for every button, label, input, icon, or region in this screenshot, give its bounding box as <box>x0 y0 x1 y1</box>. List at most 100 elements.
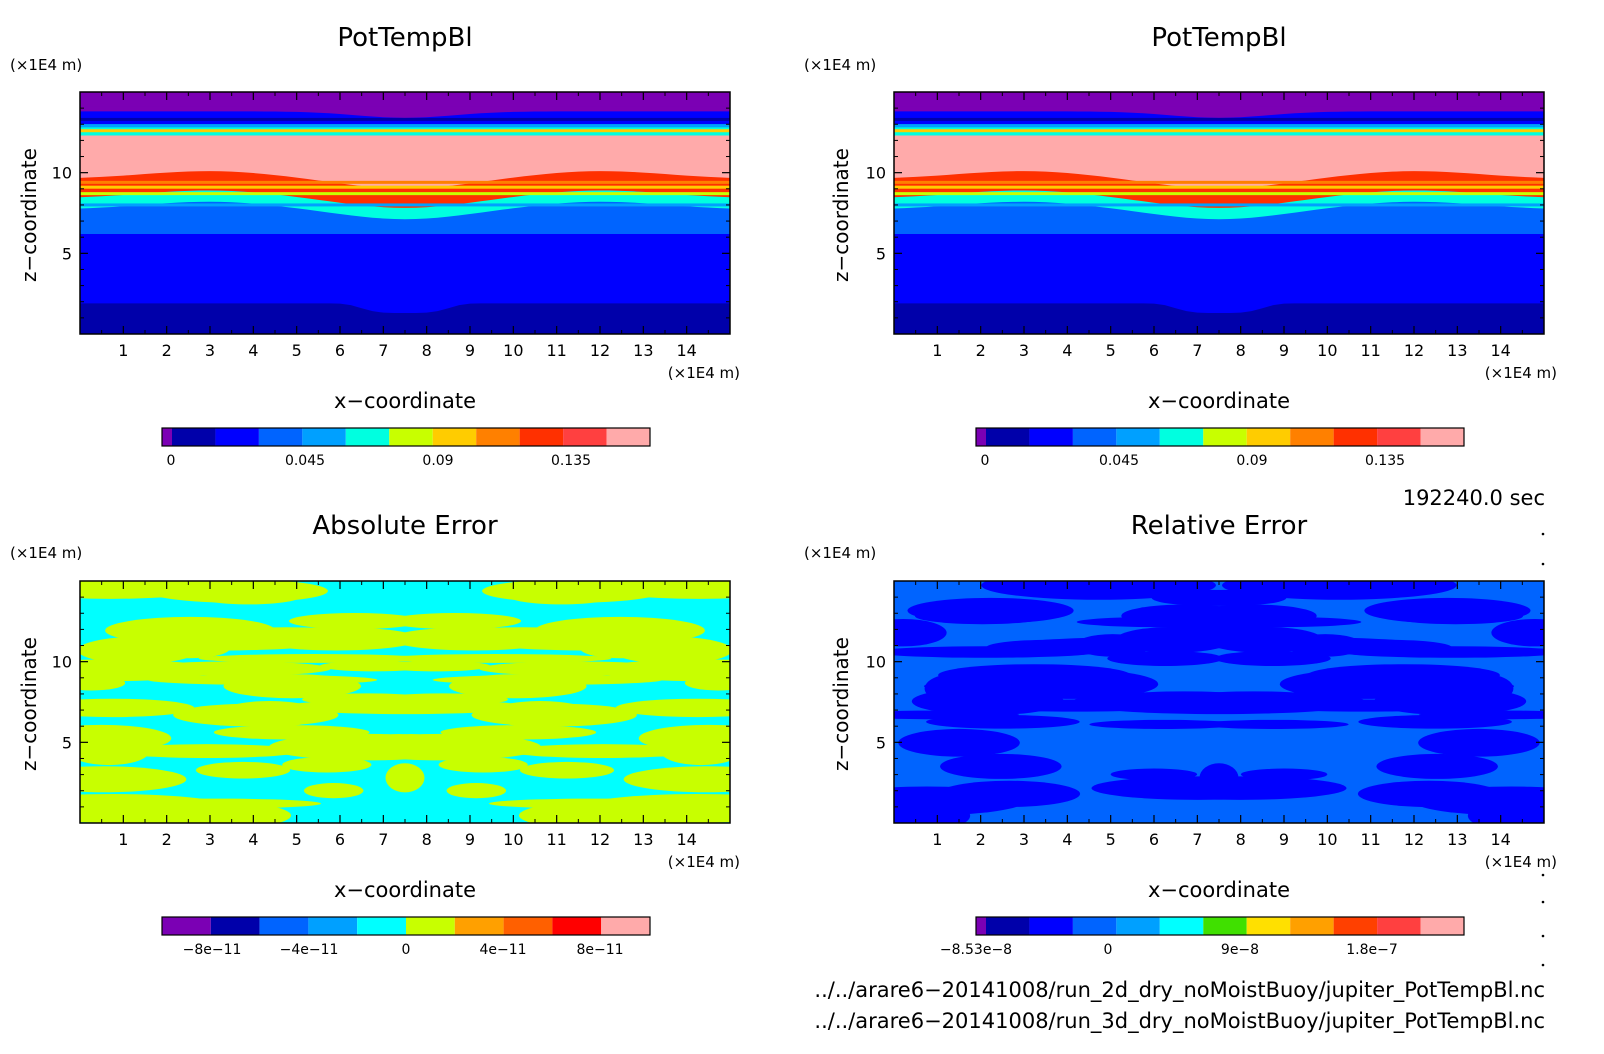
colorbar-frame <box>975 427 1465 447</box>
contour-band <box>894 117 1544 121</box>
contour-blob <box>446 783 507 799</box>
colorbar-labels: 0 0.045 0.09 0.135 <box>167 453 592 469</box>
x-tick-label: 13 <box>633 830 653 849</box>
contour-blob <box>660 736 730 766</box>
contour-blob <box>213 725 370 740</box>
margin-dots <box>1541 532 1545 967</box>
colorbar-swatch <box>1420 917 1464 935</box>
colorbar <box>975 427 1465 447</box>
contour-blob <box>149 638 230 659</box>
contour-blob <box>382 654 612 663</box>
contour-band <box>80 124 730 128</box>
contour-layer <box>80 92 730 334</box>
contour-blob <box>80 766 187 793</box>
x-tick-label: 3 <box>205 341 215 360</box>
contour-band <box>80 106 730 110</box>
x-tick-label: 6 <box>1149 830 1159 849</box>
panel-title: PotTempBl <box>337 23 472 53</box>
colorbar-tick-label: 0.045 <box>285 453 325 469</box>
contour-blob <box>1328 679 1515 694</box>
contour-blob <box>580 638 661 659</box>
colorbar-tick-label: 0.09 <box>422 453 453 469</box>
colorbar-frame <box>975 916 1465 936</box>
colorbar-swatch <box>1203 917 1247 935</box>
x-tick-label: 5 <box>292 830 302 849</box>
contour-blob <box>198 654 428 663</box>
y-tick-label: 10 <box>866 164 886 183</box>
colorbar-tick-label: 8e−11 <box>576 942 623 958</box>
y-tick-label: 10 <box>866 653 886 672</box>
contour-blob <box>1340 646 1544 658</box>
contour-blob <box>508 744 698 758</box>
colorbar-tick-label: 9e−8 <box>1221 942 1259 958</box>
colorbar-swatch <box>210 917 260 935</box>
y-axis-label: z−coordinate <box>829 637 853 771</box>
contour-blob <box>1222 581 1457 600</box>
contour-blob <box>390 627 558 651</box>
colorbar-swatch <box>606 428 650 446</box>
colorbar-tick-label: 0 <box>167 453 176 469</box>
contour-blob <box>894 618 947 647</box>
x-tick-label: 2 <box>976 830 986 849</box>
x-tick-label: 1 <box>932 830 942 849</box>
colorbar-swatch <box>1072 917 1117 935</box>
contour-layer <box>80 581 730 823</box>
colorbar-swatch <box>1333 428 1378 446</box>
contour-band <box>80 180 730 184</box>
colorbar-tick-label: 4e−11 <box>479 942 526 958</box>
y-unit-label: (×1E4 m) <box>10 56 82 74</box>
colorbar-tick-label: 0 <box>1104 942 1113 958</box>
colorbar-frame <box>161 427 651 447</box>
colorbar-swatch <box>476 428 520 446</box>
y-tick-label: 5 <box>62 733 72 752</box>
colorbar-swatch <box>1159 917 1204 935</box>
colorbar-swatch <box>1116 917 1160 935</box>
contour-band <box>80 192 730 196</box>
x-unit-label: (×1E4 m) <box>668 364 740 382</box>
colorbar-tick-label: −8.53e−8 <box>940 942 1012 958</box>
colorbar-swatch <box>552 917 602 935</box>
contour-blob <box>1089 719 1239 730</box>
panel-title: PotTempBl <box>1151 23 1286 53</box>
colorbar-swatch <box>1290 917 1334 935</box>
x-tick-label: 11 <box>1360 830 1380 849</box>
x-tick-label: 4 <box>248 341 258 360</box>
x-tick-label: 9 <box>1279 830 1289 849</box>
colorbar-swatch <box>1159 428 1204 446</box>
colorbar-tick-label: 0.045 <box>1099 453 1139 469</box>
contour-blob <box>378 734 444 760</box>
contour-blob <box>282 757 372 773</box>
y-axis-label: z−coordinate <box>829 148 853 282</box>
contour-blob <box>519 761 615 779</box>
colorbar-swatch <box>259 917 309 935</box>
contour-blob <box>1412 786 1544 816</box>
colorbar-swatch <box>215 428 259 446</box>
contour-blob <box>594 659 730 682</box>
colorbar <box>975 916 1465 936</box>
x-tick-label: 13 <box>633 341 653 360</box>
x-tick-label: 7 <box>1192 830 1202 849</box>
colorbar-swatch <box>986 428 1030 446</box>
contour-blob <box>1133 776 1347 800</box>
x-tick-label: 4 <box>248 830 258 849</box>
contour-blob <box>1491 618 1544 647</box>
y-tick-label: 5 <box>62 244 72 263</box>
contour-blob <box>1110 768 1198 781</box>
colorbar-swatch <box>1072 428 1117 446</box>
colorbar-labels: 0 0.045 0.09 0.135 <box>981 453 1406 469</box>
x-tick-label: 4 <box>1062 830 1072 849</box>
x-tick-label: 8 <box>1236 341 1246 360</box>
contour-blob <box>898 728 1020 757</box>
x-axis-label: x−coordinate <box>1148 878 1290 902</box>
x-tick-label: 10 <box>1317 341 1337 360</box>
contour-blob <box>1358 715 1512 729</box>
x-tick-label: 6 <box>335 341 345 360</box>
contour-blob <box>80 736 150 766</box>
colorbar-frame <box>161 916 651 936</box>
contour-blob <box>623 766 730 793</box>
